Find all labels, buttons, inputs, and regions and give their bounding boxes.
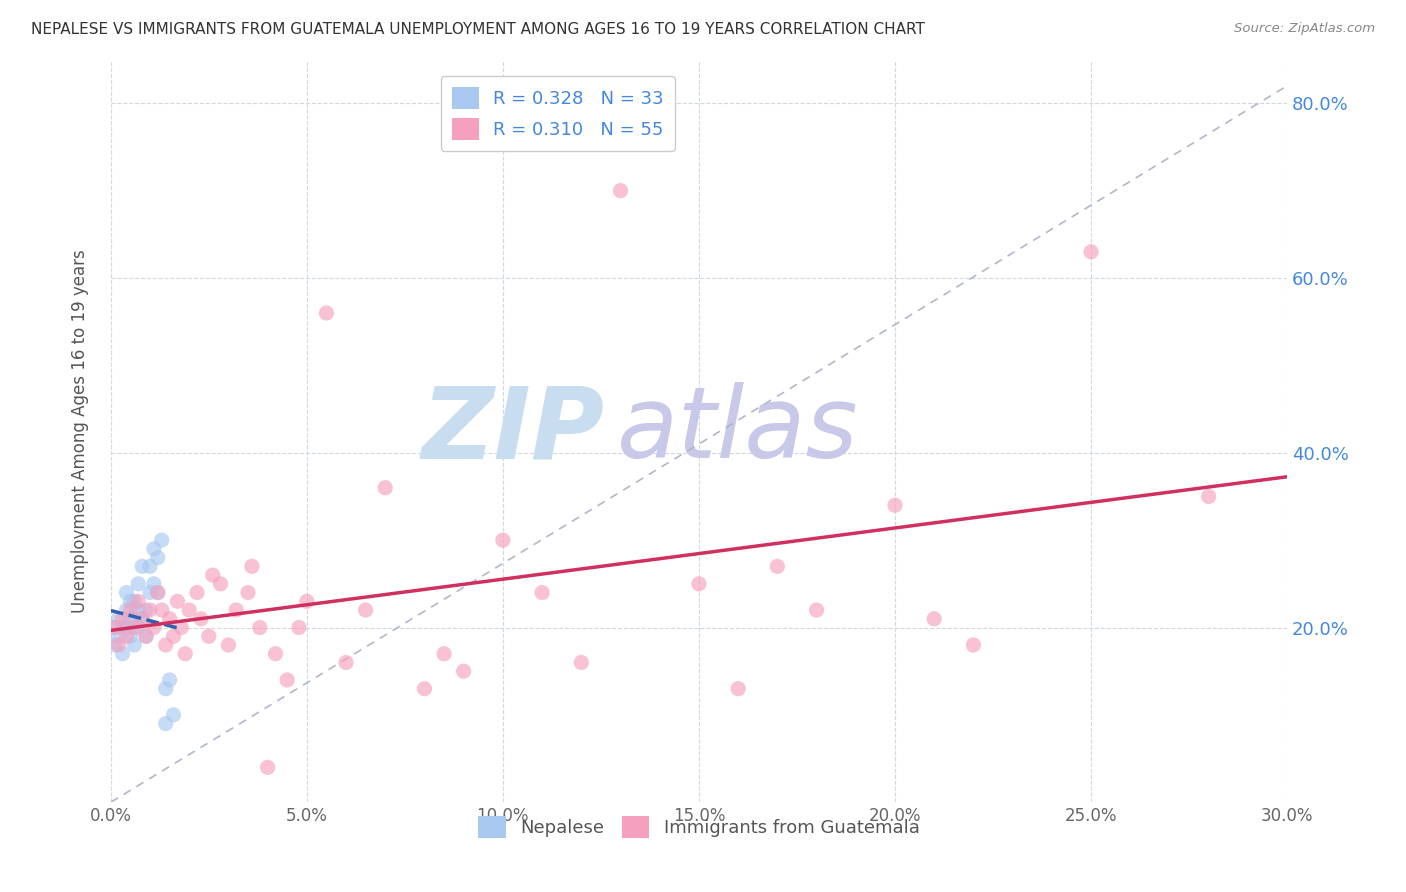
Point [124, 638, 146, 652]
Point [159, 673, 181, 687]
Point [1198, 490, 1220, 504]
Text: ZIP: ZIP [422, 383, 605, 479]
Point [127, 621, 149, 635]
Point [155, 716, 177, 731]
Point [120, 594, 142, 608]
Point [146, 550, 169, 565]
Point [413, 681, 436, 696]
Point [139, 559, 162, 574]
Point [115, 603, 138, 617]
Point [124, 612, 146, 626]
Point [155, 681, 177, 696]
Point [354, 603, 377, 617]
Point [276, 673, 298, 687]
Point [688, 577, 710, 591]
Point [453, 664, 475, 678]
Point [492, 533, 515, 548]
Point [135, 603, 157, 617]
Point [962, 638, 984, 652]
Point [190, 612, 212, 626]
Point [135, 629, 157, 643]
Point [150, 603, 173, 617]
Point [166, 594, 188, 608]
Point [186, 585, 208, 599]
Text: Source: ZipAtlas.com: Source: ZipAtlas.com [1234, 22, 1375, 36]
Point [142, 577, 165, 591]
Y-axis label: Unemployment Among Ages 16 to 19 years: Unemployment Among Ages 16 to 19 years [72, 249, 89, 613]
Point [120, 603, 142, 617]
Text: atlas: atlas [617, 383, 858, 479]
Point [111, 621, 134, 635]
Point [201, 568, 224, 582]
Point [120, 612, 142, 626]
Point [159, 612, 181, 626]
Point [111, 612, 134, 626]
Point [174, 647, 197, 661]
Point [806, 603, 828, 617]
Point [120, 629, 142, 643]
Point [142, 541, 165, 556]
Point [922, 612, 945, 626]
Point [179, 603, 201, 617]
Point [124, 621, 146, 635]
Point [766, 559, 789, 574]
Point [131, 612, 153, 626]
Point [127, 603, 149, 617]
Point [104, 621, 127, 635]
Point [209, 577, 232, 591]
Point [264, 647, 287, 661]
Point [107, 638, 129, 652]
Point [139, 603, 162, 617]
Point [150, 533, 173, 548]
Point [335, 656, 357, 670]
Point [107, 629, 129, 643]
Point [155, 638, 177, 652]
Point [115, 585, 138, 599]
Point [146, 585, 169, 599]
Point [884, 498, 907, 512]
Point [127, 594, 149, 608]
Point [127, 577, 149, 591]
Point [433, 647, 456, 661]
Point [727, 681, 749, 696]
Point [1080, 244, 1102, 259]
Point [142, 621, 165, 635]
Point [115, 629, 138, 643]
Point [131, 612, 153, 626]
Point [162, 629, 184, 643]
Point [104, 621, 127, 635]
Point [236, 585, 259, 599]
Point [609, 184, 631, 198]
Point [170, 621, 193, 635]
Point [295, 594, 318, 608]
Point [139, 585, 162, 599]
Point [240, 559, 263, 574]
Point [115, 621, 138, 635]
Point [104, 638, 127, 652]
Legend: Nepalese, Immigrants from Guatemala: Nepalese, Immigrants from Guatemala [471, 809, 927, 846]
Point [217, 638, 239, 652]
Point [131, 559, 153, 574]
Point [249, 621, 271, 635]
Text: NEPALESE VS IMMIGRANTS FROM GUATEMALA UNEMPLOYMENT AMONG AGES 16 TO 19 YEARS COR: NEPALESE VS IMMIGRANTS FROM GUATEMALA UN… [31, 22, 925, 37]
Point [569, 656, 592, 670]
Point [162, 707, 184, 722]
Point [111, 647, 134, 661]
Point [124, 594, 146, 608]
Point [135, 629, 157, 643]
Point [146, 585, 169, 599]
Point [288, 621, 311, 635]
Point [256, 760, 278, 774]
Point [315, 306, 337, 320]
Point [107, 612, 129, 626]
Point [198, 629, 221, 643]
Point [225, 603, 247, 617]
Point [374, 481, 396, 495]
Point [531, 585, 554, 599]
